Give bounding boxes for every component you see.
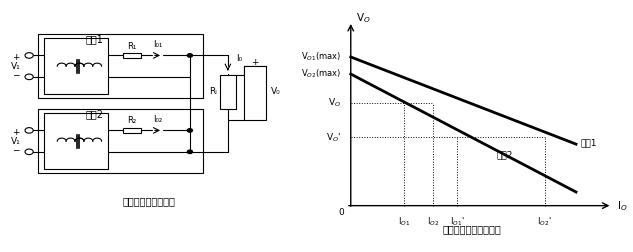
Text: V₀: V₀ <box>271 87 280 96</box>
Text: V$_{O2}$(max): V$_{O2}$(max) <box>301 68 341 80</box>
Text: V$_O$: V$_O$ <box>356 11 370 24</box>
Circle shape <box>25 149 34 155</box>
Text: V₁: V₁ <box>11 137 21 146</box>
Text: V$_O$: V$_O$ <box>328 97 341 109</box>
Text: +: + <box>12 128 20 137</box>
Bar <box>44 113 108 169</box>
Circle shape <box>187 54 192 57</box>
Text: +: + <box>12 53 20 62</box>
Bar <box>44 38 108 94</box>
Text: 并联电源模块示意图: 并联电源模块示意图 <box>122 196 175 206</box>
Text: V$_{O1}$(max): V$_{O1}$(max) <box>301 51 341 63</box>
Text: 并联电源模块负载特性: 并联电源模块负载特性 <box>442 225 501 235</box>
Text: −: − <box>12 70 20 79</box>
Text: 模块1: 模块1 <box>86 34 104 44</box>
Text: V$_O$': V$_O$' <box>326 131 341 144</box>
Text: I$_O$: I$_O$ <box>617 199 628 212</box>
Text: +: + <box>251 58 258 68</box>
Text: R₁: R₁ <box>127 42 137 50</box>
Text: I$_{O1}$': I$_{O1}$' <box>450 216 465 228</box>
Text: 模块1: 模块1 <box>581 138 598 147</box>
Circle shape <box>25 53 34 58</box>
Bar <box>220 75 235 109</box>
Text: I$_{O1}$: I$_{O1}$ <box>398 216 410 228</box>
Text: 模块2: 模块2 <box>496 150 513 159</box>
Text: I$_{O2}$': I$_{O2}$' <box>537 216 552 228</box>
Text: V₁: V₁ <box>11 62 21 71</box>
Text: I$_{O2}$: I$_{O2}$ <box>427 216 439 228</box>
Text: Rₗ: Rₗ <box>209 87 216 96</box>
Bar <box>244 66 266 120</box>
Text: I₀: I₀ <box>235 54 242 63</box>
Circle shape <box>25 74 34 80</box>
Circle shape <box>187 129 192 132</box>
Text: 0: 0 <box>338 208 344 217</box>
Bar <box>123 53 141 58</box>
Bar <box>38 109 203 173</box>
Text: 模块2: 模块2 <box>86 109 104 119</box>
Text: R₂: R₂ <box>128 116 137 125</box>
Bar <box>38 34 203 98</box>
Circle shape <box>187 150 192 153</box>
Text: I₀₂: I₀₂ <box>153 115 162 124</box>
Circle shape <box>25 128 34 133</box>
Text: I₀₁: I₀₁ <box>153 40 162 49</box>
Bar <box>123 128 141 133</box>
Text: −: − <box>251 112 258 121</box>
Text: −: − <box>12 145 20 154</box>
